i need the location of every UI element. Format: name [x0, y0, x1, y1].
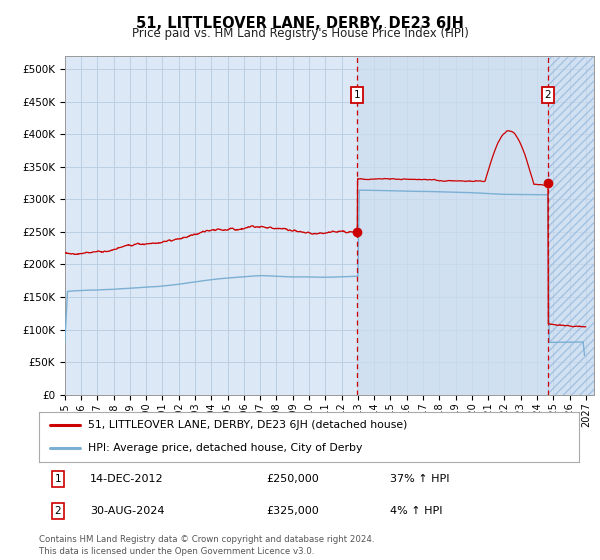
Bar: [357, 56, 548, 395]
Text: 37% ↑ HPI: 37% ↑ HPI: [390, 474, 449, 484]
Text: HPI: Average price, detached house, City of Derby: HPI: Average price, detached house, City…: [88, 444, 362, 454]
Text: 51, LITTLEOVER LANE, DERBY, DE23 6JH (detached house): 51, LITTLEOVER LANE, DERBY, DE23 6JH (de…: [88, 420, 407, 430]
Text: 1: 1: [55, 474, 61, 484]
Text: 1: 1: [354, 90, 361, 100]
Text: 51, LITTLEOVER LANE, DERBY, DE23 6JH: 51, LITTLEOVER LANE, DERBY, DE23 6JH: [136, 16, 464, 31]
Text: Price paid vs. HM Land Registry's House Price Index (HPI): Price paid vs. HM Land Registry's House …: [131, 27, 469, 40]
Text: £250,000: £250,000: [266, 474, 319, 484]
Text: 2: 2: [545, 90, 551, 100]
Text: 30-AUG-2024: 30-AUG-2024: [90, 506, 165, 516]
Text: 4% ↑ HPI: 4% ↑ HPI: [390, 506, 443, 516]
Text: 14-DEC-2012: 14-DEC-2012: [90, 474, 164, 484]
Text: Contains HM Land Registry data © Crown copyright and database right 2024.
This d: Contains HM Land Registry data © Crown c…: [39, 535, 374, 556]
Text: £325,000: £325,000: [266, 506, 319, 516]
Text: 2: 2: [55, 506, 61, 516]
